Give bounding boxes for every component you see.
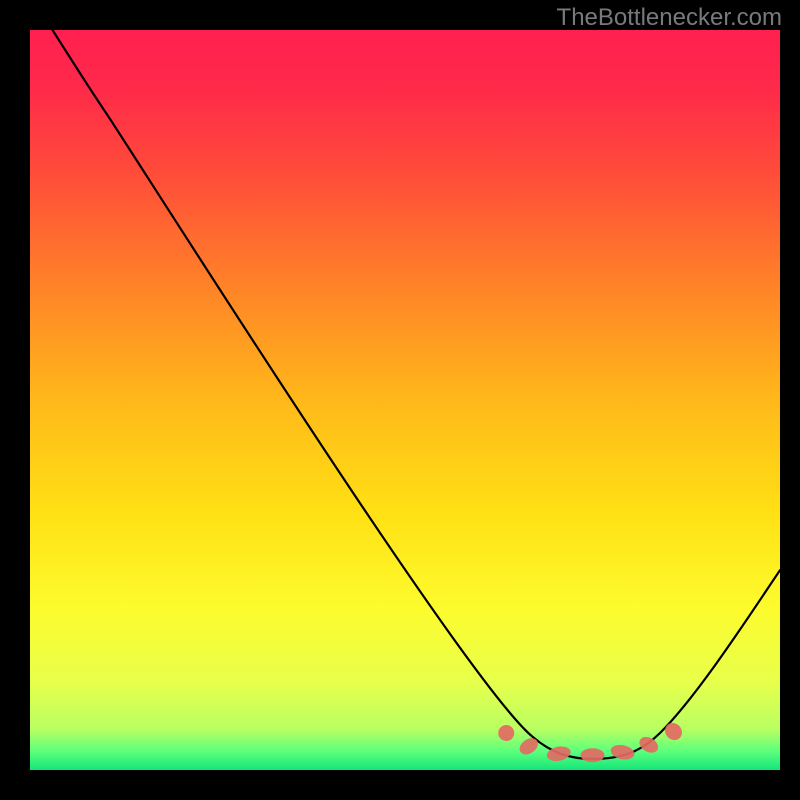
chart-area xyxy=(30,30,780,770)
watermark-text: TheBottlenecker.com xyxy=(557,4,782,32)
gradient-background xyxy=(30,30,780,770)
chart-svg xyxy=(30,30,780,770)
trough-marker xyxy=(581,748,605,762)
